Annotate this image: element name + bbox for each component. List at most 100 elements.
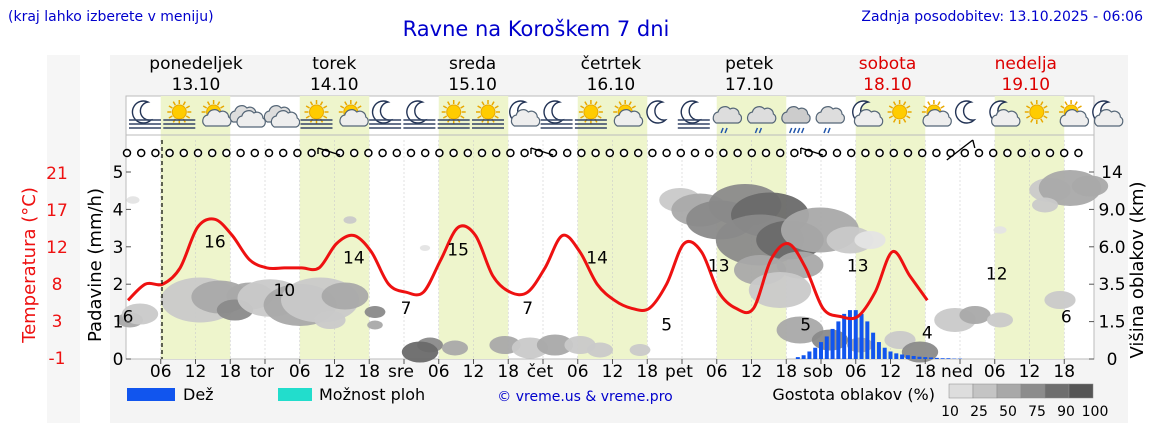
rain-bar xyxy=(853,310,858,359)
day-name: petek xyxy=(725,54,773,74)
x-axis-tick: 18 xyxy=(914,362,936,382)
cloud-blob xyxy=(401,341,439,363)
temperature-label: 5 xyxy=(661,315,672,335)
wind-calm-marker xyxy=(690,148,700,158)
x-axis-tick: 06 xyxy=(289,362,311,382)
wind-calm-marker xyxy=(917,148,927,158)
rain-bar xyxy=(807,351,812,359)
temperature-label: 13 xyxy=(847,257,869,277)
rain-legend-swatch xyxy=(127,388,175,401)
day-name: četrtek xyxy=(581,54,642,74)
wind-calm-marker xyxy=(875,148,884,158)
temperature-label: 14 xyxy=(343,249,365,269)
cloud-blob xyxy=(343,216,357,224)
sun-icon xyxy=(1024,100,1049,124)
temperature-label: 12 xyxy=(986,265,1008,285)
cloud-height-axis-tick: 14 xyxy=(1101,163,1123,183)
cloud-height-axis-tick: 0 xyxy=(1107,350,1118,370)
rain-bar xyxy=(865,321,870,359)
wind-calm-marker xyxy=(832,148,842,158)
day-name: ponedeljek xyxy=(149,54,243,74)
wind-calm-marker xyxy=(406,148,416,158)
weather-icons-row xyxy=(129,100,1124,134)
cloud-blob xyxy=(776,316,824,344)
x-axis-tick: 12 xyxy=(185,362,207,382)
cloud-icon xyxy=(263,105,301,128)
rain-bar xyxy=(871,332,876,359)
grid-lines xyxy=(160,140,1065,359)
last-update: Zadnja posodobitev: 13.10.2025 - 06:06 xyxy=(861,9,1143,25)
night-fog-icon xyxy=(129,100,161,129)
x-axis-tick: 12 xyxy=(324,362,346,382)
wind-barb xyxy=(946,139,976,161)
wind-calm-marker xyxy=(349,148,359,158)
cloud-blob xyxy=(121,303,159,325)
x-axis-tick: 06 xyxy=(428,362,450,382)
x-axis-ticks: 06 12 18 tor 06 12 18 sre 06 12 18 čet 06 12 18 pet 06 12… xyxy=(150,359,1075,382)
x-axis-tick: 18 xyxy=(636,362,658,382)
wind-calm-marker xyxy=(193,148,203,158)
wind-calm-marker xyxy=(747,148,757,158)
cloud-blob xyxy=(987,312,1013,328)
night-cloud-icon xyxy=(509,100,541,127)
temperature-axis-tick: 3 xyxy=(52,312,63,332)
sun-cloud-icon xyxy=(921,100,952,127)
wind-calm-marker xyxy=(662,148,671,158)
temperature-label: 6 xyxy=(123,307,134,327)
temperature-line xyxy=(126,217,929,321)
cloud-blob xyxy=(1044,291,1076,309)
wind-calm-marker xyxy=(1045,148,1055,158)
wind-calm-marker xyxy=(1031,148,1041,158)
night-fog-icon xyxy=(369,100,402,129)
density-scale-label: 75 xyxy=(1028,404,1046,420)
rain-bar xyxy=(847,310,852,359)
cloud-icon xyxy=(229,105,266,128)
density-swatch xyxy=(948,383,974,399)
cloud-blob xyxy=(321,282,369,310)
cloud-density-legend-label: Gostota oblakov (%) xyxy=(772,385,935,404)
wind-calm-marker xyxy=(236,148,245,158)
night-icon xyxy=(954,100,977,124)
day-name: nedelja xyxy=(995,54,1057,74)
credit-link[interactable]: © vreme.us & vreme.pro xyxy=(497,389,672,405)
wind-calm-marker xyxy=(1059,148,1069,158)
wind-calm-marker xyxy=(491,148,501,158)
rain-bar xyxy=(934,357,939,359)
wind-calm-marker xyxy=(619,148,629,158)
region-hint-link[interactable]: (kraj lahko izberete v meniju) xyxy=(8,9,214,25)
night-cloud-icon xyxy=(852,100,884,127)
day-name: sobota xyxy=(859,54,917,74)
density-swatch xyxy=(1020,383,1046,399)
sun-cloud-icon xyxy=(613,100,644,127)
rain-bar xyxy=(795,357,800,359)
x-axis-tick: 12 xyxy=(602,362,624,382)
wind-calm-marker xyxy=(577,148,586,158)
cloud-blob xyxy=(901,341,939,363)
temperature-axis-tick: 17 xyxy=(46,201,68,221)
wind-calm-marker xyxy=(932,148,941,158)
cloud-blob xyxy=(126,196,140,204)
cloud-blob xyxy=(1071,175,1109,197)
wind-barb xyxy=(800,147,824,156)
x-axis-tick: sre xyxy=(388,362,414,382)
wind-barb xyxy=(317,147,341,156)
density-swatch xyxy=(972,383,998,399)
wind-calm-marker xyxy=(903,148,913,158)
precipitation-axis-tick: 1 xyxy=(113,313,124,333)
wind-calm-marker xyxy=(335,148,345,158)
cloud-blob xyxy=(776,251,824,279)
rain-bar xyxy=(917,356,922,359)
cloud-blob xyxy=(364,306,386,318)
temperature-label: 10 xyxy=(274,281,296,301)
wind-calm-marker xyxy=(264,148,274,158)
day-date: 13.10 xyxy=(172,75,221,95)
precipitation-axis-tick: 2 xyxy=(113,275,124,295)
wind-calm-marker xyxy=(392,148,402,158)
shower-legend-label: Možnost ploh xyxy=(319,385,425,404)
rain-bar xyxy=(923,357,928,359)
temperature-axis-tick: 8 xyxy=(52,275,63,295)
night-cloud-icon xyxy=(1092,100,1124,127)
wind-calm-marker xyxy=(591,148,600,158)
x-axis-tick: pet xyxy=(665,362,693,382)
wind-calm-marker xyxy=(179,148,189,158)
